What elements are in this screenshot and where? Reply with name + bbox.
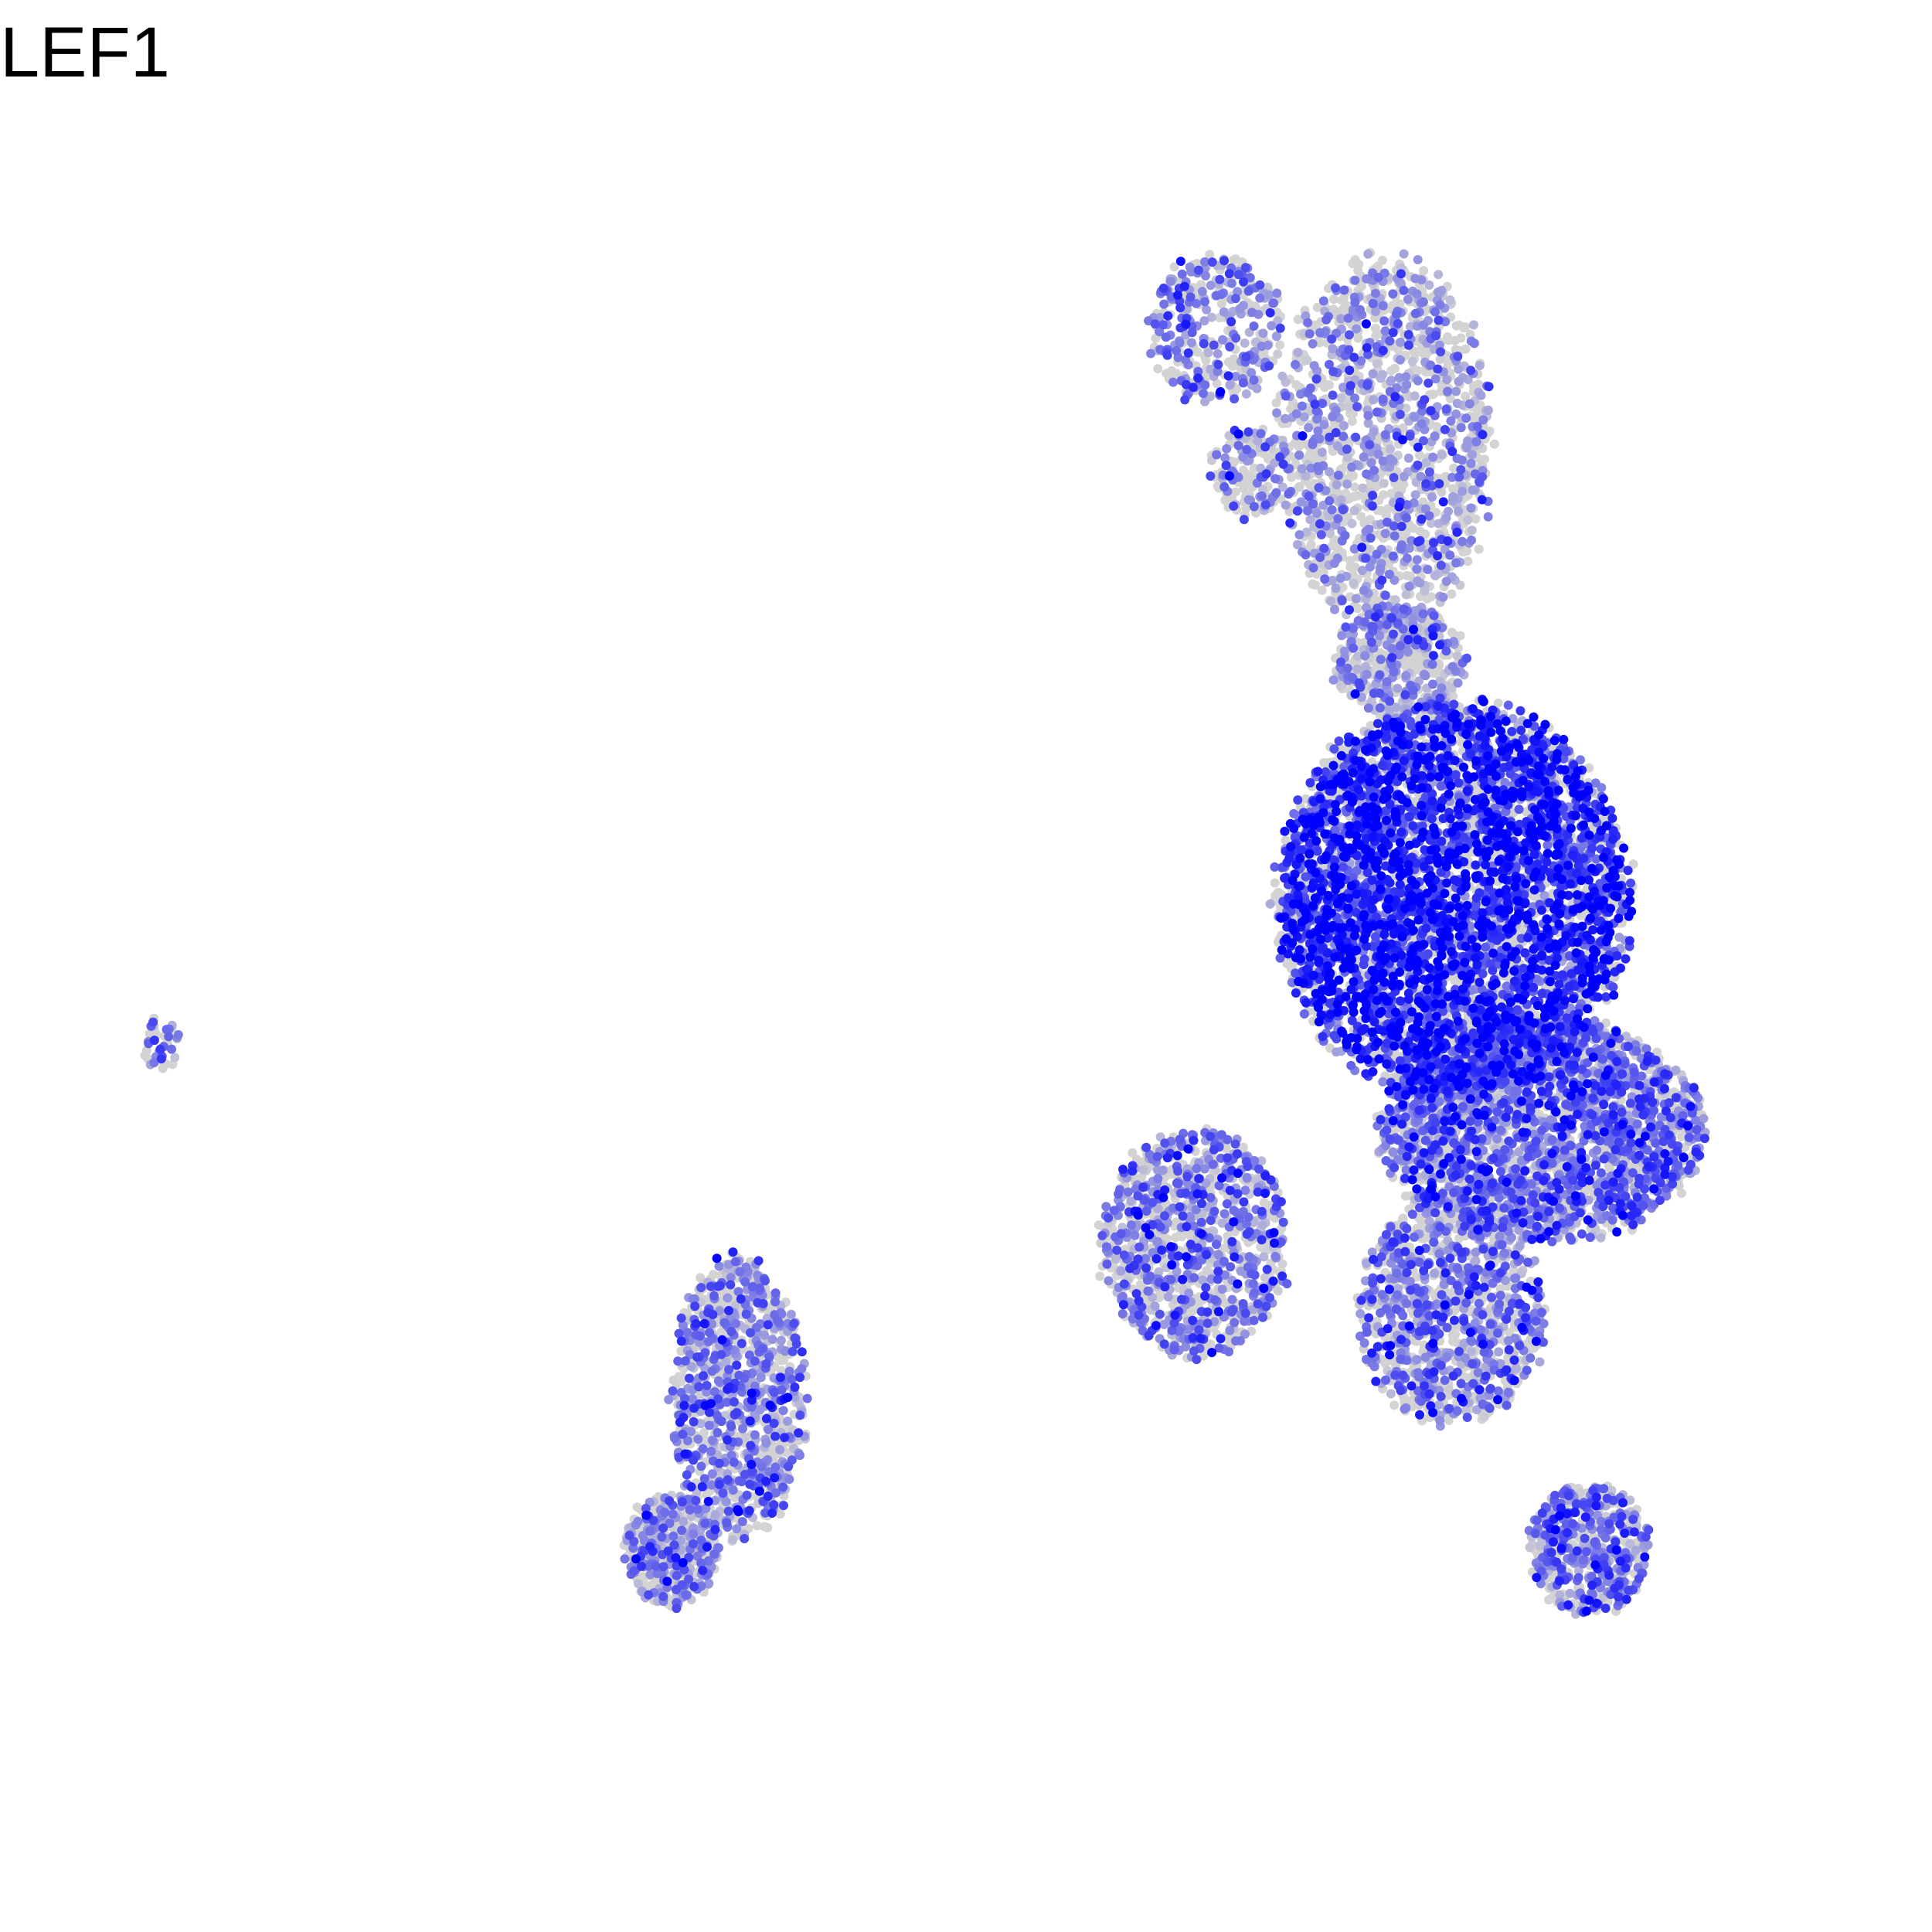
cell-point [1366, 721, 1376, 730]
cell-point [1171, 1233, 1181, 1243]
plot-title: LEF1 [0, 13, 170, 92]
cell-point [1224, 357, 1233, 367]
cell-point [1270, 878, 1280, 888]
cell-point [763, 1522, 773, 1532]
cell-point [1628, 859, 1638, 869]
cell-point [1308, 579, 1318, 589]
cell-point [709, 1270, 718, 1280]
cell-point [1584, 763, 1594, 773]
cell-point [1329, 294, 1338, 304]
points-layer [140, 247, 1710, 1619]
cell-point [1493, 698, 1503, 708]
cell-point [1153, 364, 1163, 374]
cell-point [1306, 539, 1316, 549]
cell-point [1095, 1271, 1105, 1281]
cell-point [1281, 835, 1291, 845]
cell-point [632, 1502, 642, 1512]
cell-point [1230, 487, 1240, 497]
cell-point [1447, 589, 1457, 599]
cell-point [1450, 976, 1460, 985]
cell-point [1242, 476, 1252, 486]
cell-point [1451, 1329, 1461, 1339]
cell-point [1275, 340, 1285, 350]
cell-point [1274, 887, 1284, 897]
cell-point [752, 1521, 762, 1531]
cell-point [1676, 1131, 1686, 1141]
cell-point [1229, 255, 1239, 265]
cell-point [1216, 299, 1226, 309]
cell-point [1389, 1400, 1400, 1410]
cell-point [1676, 1189, 1686, 1198]
cell-point [1474, 544, 1484, 554]
cell-point [1241, 504, 1251, 514]
